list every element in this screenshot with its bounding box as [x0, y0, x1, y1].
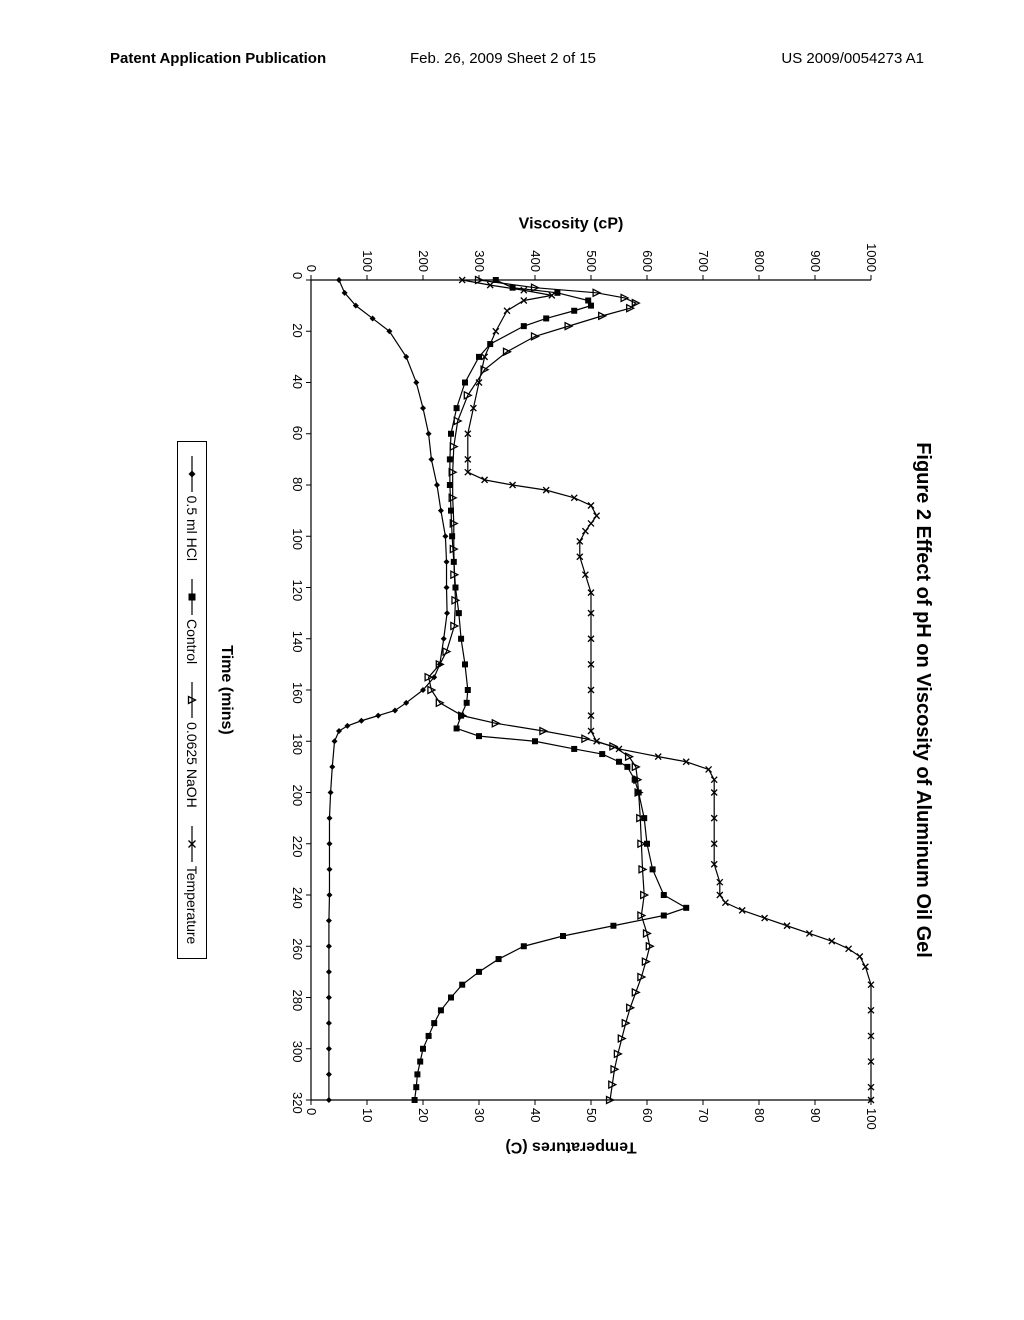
x-tick-label: 100 — [290, 528, 305, 550]
y-left-tick-label: 300 — [472, 232, 487, 272]
header-center: Feb. 26, 2009 Sheet 2 of 15 — [410, 50, 596, 67]
y-left-tick-label: 800 — [752, 232, 767, 272]
legend-label: Temperature — [184, 866, 200, 945]
y-right-tick-label: 70 — [696, 1108, 711, 1122]
y-left-tick-label: 400 — [528, 232, 543, 272]
x-tick-label: 140 — [290, 631, 305, 653]
x-tick-label: 20 — [290, 323, 305, 337]
rotated-content-wrapper: Figure 2 Effect of pH on Viscosity of Al… — [80, 150, 944, 1250]
y-right-tick-label: 60 — [640, 1108, 655, 1122]
y-right-tick-label: 30 — [472, 1108, 487, 1122]
legend-item: 0.0625 NaOH — [184, 682, 200, 808]
y-left-tick-label: 500 — [584, 232, 599, 272]
legend-item: Temperature — [184, 826, 200, 945]
legend-item: Control — [184, 579, 200, 664]
x-tick-label: 0 — [290, 272, 305, 279]
y-left-tick-label: 600 — [640, 232, 655, 272]
y-left-tick-label: 1000 — [864, 232, 879, 272]
x-tick-label: 60 — [290, 426, 305, 440]
y-left-tick-label: 200 — [416, 232, 431, 272]
rotated-figure: Figure 2 Effect of pH on Viscosity of Al… — [80, 150, 944, 1250]
x-tick-label: 320 — [290, 1092, 305, 1114]
y-right-tick-label: 0 — [304, 1108, 319, 1115]
chart-plot-frame: Viscosity (cP) Temperatures (C) Time (mi… — [261, 220, 881, 1160]
header-right: US 2009/0054273 A1 — [781, 50, 924, 67]
y-right-tick-label: 90 — [808, 1108, 823, 1122]
legend-label: Control — [184, 619, 200, 664]
legend-label: 0.0625 NaOH — [184, 722, 200, 808]
x-axis-label: Time (mins) — [217, 645, 235, 735]
x-tick-label: 260 — [290, 938, 305, 960]
y-left-tick-label: 0 — [304, 232, 319, 272]
x-tick-label: 180 — [290, 733, 305, 755]
chart-legend: 0.5 ml HCl Control 0.0625 NaOH Temperature — [177, 441, 207, 960]
x-tick-label: 40 — [290, 375, 305, 389]
y-right-tick-label: 100 — [864, 1108, 879, 1130]
legend-label: 0.5 ml HCl — [184, 496, 200, 561]
y-right-tick-label: 40 — [528, 1108, 543, 1122]
x-tick-label: 160 — [290, 682, 305, 704]
x-tick-label: 120 — [290, 580, 305, 602]
page-root: Patent Application Publication Feb. 26, … — [0, 0, 1024, 1320]
y-right-tick-label: 50 — [584, 1108, 599, 1122]
page-header: Patent Application Publication Feb. 26, … — [0, 50, 1024, 74]
y-right-tick-label: 80 — [752, 1108, 767, 1122]
x-tick-label: 80 — [290, 477, 305, 491]
x-tick-label: 200 — [290, 785, 305, 807]
y-right-tick-label: 20 — [416, 1108, 431, 1122]
x-tick-label: 300 — [290, 1041, 305, 1063]
y-left-tick-label: 100 — [360, 232, 375, 272]
chart-title: Figure 2 Effect of pH on Viscosity of Al… — [911, 150, 934, 1250]
legend-item: 0.5 ml HCl — [184, 456, 200, 561]
y-right-tick-label: 10 — [360, 1108, 375, 1122]
y-left-tick-label: 700 — [696, 232, 711, 272]
x-tick-label: 280 — [290, 990, 305, 1012]
y-left-tick-label: 900 — [808, 232, 823, 272]
x-tick-label: 220 — [290, 836, 305, 858]
x-tick-label: 240 — [290, 887, 305, 909]
chart-svg — [261, 220, 881, 1160]
header-left: Patent Application Publication — [110, 50, 326, 67]
